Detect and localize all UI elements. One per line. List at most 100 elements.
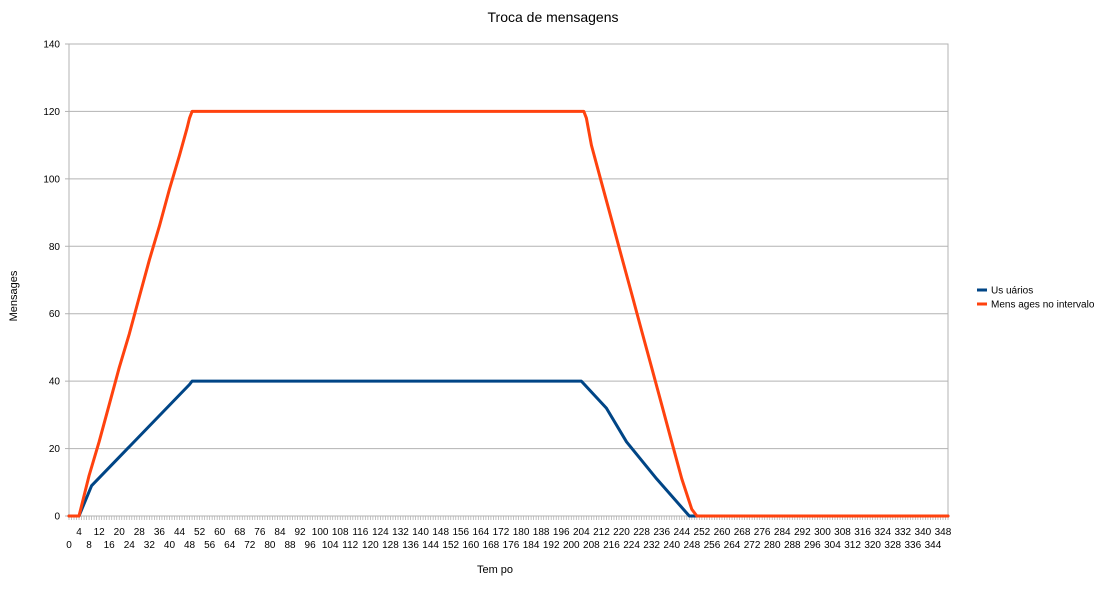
x-tick-label: 84 bbox=[274, 527, 286, 538]
x-tick-label: 80 bbox=[264, 540, 276, 551]
x-tick-label: 328 bbox=[884, 540, 901, 551]
legend-label-2: Mens ages no intervalo bbox=[991, 300, 1095, 311]
x-tick-label: 20 bbox=[114, 527, 126, 538]
x-tick-label: 324 bbox=[874, 527, 891, 538]
x-tick-label: 336 bbox=[904, 540, 921, 551]
x-tick-label: 308 bbox=[834, 527, 851, 538]
x-tick-label: 48 bbox=[184, 540, 196, 551]
x-tick-label: 196 bbox=[553, 527, 570, 538]
x-tick-label: 228 bbox=[633, 527, 650, 538]
x-tick-label: 168 bbox=[483, 540, 500, 551]
x-tick-label: 152 bbox=[442, 540, 459, 551]
x-tick-label: 292 bbox=[794, 527, 811, 538]
x-tick-label: 300 bbox=[814, 527, 831, 538]
x-tick-label: 8 bbox=[86, 540, 92, 551]
x-tick-label: 40 bbox=[164, 540, 176, 551]
x-tick-labels: 0481216202428323640444852566064687276808… bbox=[66, 527, 952, 551]
x-tick-label: 204 bbox=[573, 527, 590, 538]
series-group bbox=[67, 109, 950, 518]
x-tick-label: 344 bbox=[925, 540, 942, 551]
x-tick-label: 156 bbox=[452, 527, 469, 538]
x-tick-label: 176 bbox=[503, 540, 520, 551]
x-tick-label: 260 bbox=[714, 527, 731, 538]
x-tick-label: 0 bbox=[66, 540, 72, 551]
x-tick-label: 32 bbox=[144, 540, 156, 551]
x-tick-label: 108 bbox=[332, 527, 349, 538]
y-tick-label: 0 bbox=[54, 512, 60, 523]
x-tick-label: 192 bbox=[543, 540, 560, 551]
x-tick-label: 24 bbox=[124, 540, 136, 551]
x-tick-label: 316 bbox=[854, 527, 871, 538]
y-tick-label: 80 bbox=[49, 242, 61, 253]
x-tick-label: 252 bbox=[694, 527, 711, 538]
x-tick-label: 244 bbox=[673, 527, 690, 538]
x-tick-label: 264 bbox=[724, 540, 741, 551]
x-tick-label: 320 bbox=[864, 540, 881, 551]
x-tick-label: 120 bbox=[362, 540, 379, 551]
x-tick-label: 188 bbox=[533, 527, 550, 538]
x-tick-label: 12 bbox=[94, 527, 106, 538]
y-tick-labels: 0 20 40 60 80 100 120 140 bbox=[43, 40, 60, 523]
x-tick-label: 180 bbox=[513, 527, 530, 538]
x-tick-label: 96 bbox=[305, 540, 317, 551]
x-tick-label: 116 bbox=[352, 527, 368, 538]
y-tick-label: 140 bbox=[43, 40, 60, 51]
x-tick-label: 332 bbox=[894, 527, 911, 538]
x-tick-label: 72 bbox=[244, 540, 256, 551]
x-tick-label: 224 bbox=[623, 540, 640, 551]
x-tick-label: 340 bbox=[915, 527, 932, 538]
x-tick-label: 140 bbox=[412, 527, 429, 538]
x-tick-label: 112 bbox=[342, 540, 358, 551]
x-tick-label: 36 bbox=[154, 527, 166, 538]
x-tick-label: 64 bbox=[224, 540, 236, 551]
x-tick-label: 312 bbox=[844, 540, 861, 551]
x-tick-label: 88 bbox=[284, 540, 296, 551]
x-tick-label: 236 bbox=[653, 527, 670, 538]
x-tick-label: 296 bbox=[804, 540, 821, 551]
x-tick-label: 28 bbox=[134, 527, 146, 538]
x-tick-label: 68 bbox=[234, 527, 246, 538]
x-tick-label: 164 bbox=[473, 527, 490, 538]
x-tick-label: 16 bbox=[104, 540, 116, 551]
legend-label-1: Us uários bbox=[991, 286, 1033, 297]
x-tick-label: 148 bbox=[432, 527, 449, 538]
x-tick-label: 216 bbox=[603, 540, 620, 551]
x-tick-label: 44 bbox=[174, 527, 186, 538]
x-tick-label: 240 bbox=[663, 540, 680, 551]
x-tick-label: 208 bbox=[583, 540, 600, 551]
x-tick-label: 92 bbox=[294, 527, 306, 538]
y-tick-label: 40 bbox=[49, 377, 61, 388]
y-tick-label: 100 bbox=[43, 174, 60, 185]
x-tick-label: 128 bbox=[382, 540, 399, 551]
x-tick-label: 256 bbox=[704, 540, 721, 551]
x-tick-label: 52 bbox=[194, 527, 206, 538]
grid-lines bbox=[65, 43, 949, 520]
legend: Us uários Mens ages no intervalo bbox=[977, 286, 1095, 311]
x-tick-label: 220 bbox=[613, 527, 630, 538]
x-tick-label: 132 bbox=[392, 527, 409, 538]
x-tick-label: 184 bbox=[523, 540, 540, 551]
y-tick-label: 20 bbox=[49, 444, 61, 455]
y-axis-title: Mensages bbox=[8, 270, 20, 321]
x-tick-label: 280 bbox=[764, 540, 781, 551]
y-tick-label: 120 bbox=[43, 107, 60, 118]
x-tick-label: 56 bbox=[204, 540, 216, 551]
x-tick-label: 124 bbox=[372, 527, 389, 538]
x-tick-label: 232 bbox=[643, 540, 660, 551]
x-tick-label: 268 bbox=[734, 527, 751, 538]
x-tick-label: 200 bbox=[563, 540, 580, 551]
x-tick-label: 212 bbox=[593, 527, 610, 538]
x-tick-label: 76 bbox=[254, 527, 266, 538]
x-tick-label: 304 bbox=[824, 540, 841, 551]
x-tick-label: 60 bbox=[214, 527, 226, 538]
x-tick-label: 4 bbox=[76, 527, 82, 538]
x-tick-label: 160 bbox=[462, 540, 479, 551]
x-tick-label: 100 bbox=[312, 527, 329, 538]
x-tick-label: 284 bbox=[774, 527, 791, 538]
x-axis-title: Tem po bbox=[477, 564, 513, 576]
x-tick-label: 272 bbox=[744, 540, 761, 551]
x-tick-label: 136 bbox=[402, 540, 419, 551]
x-tick-label: 248 bbox=[683, 540, 700, 551]
y-tick-label: 60 bbox=[49, 309, 61, 320]
